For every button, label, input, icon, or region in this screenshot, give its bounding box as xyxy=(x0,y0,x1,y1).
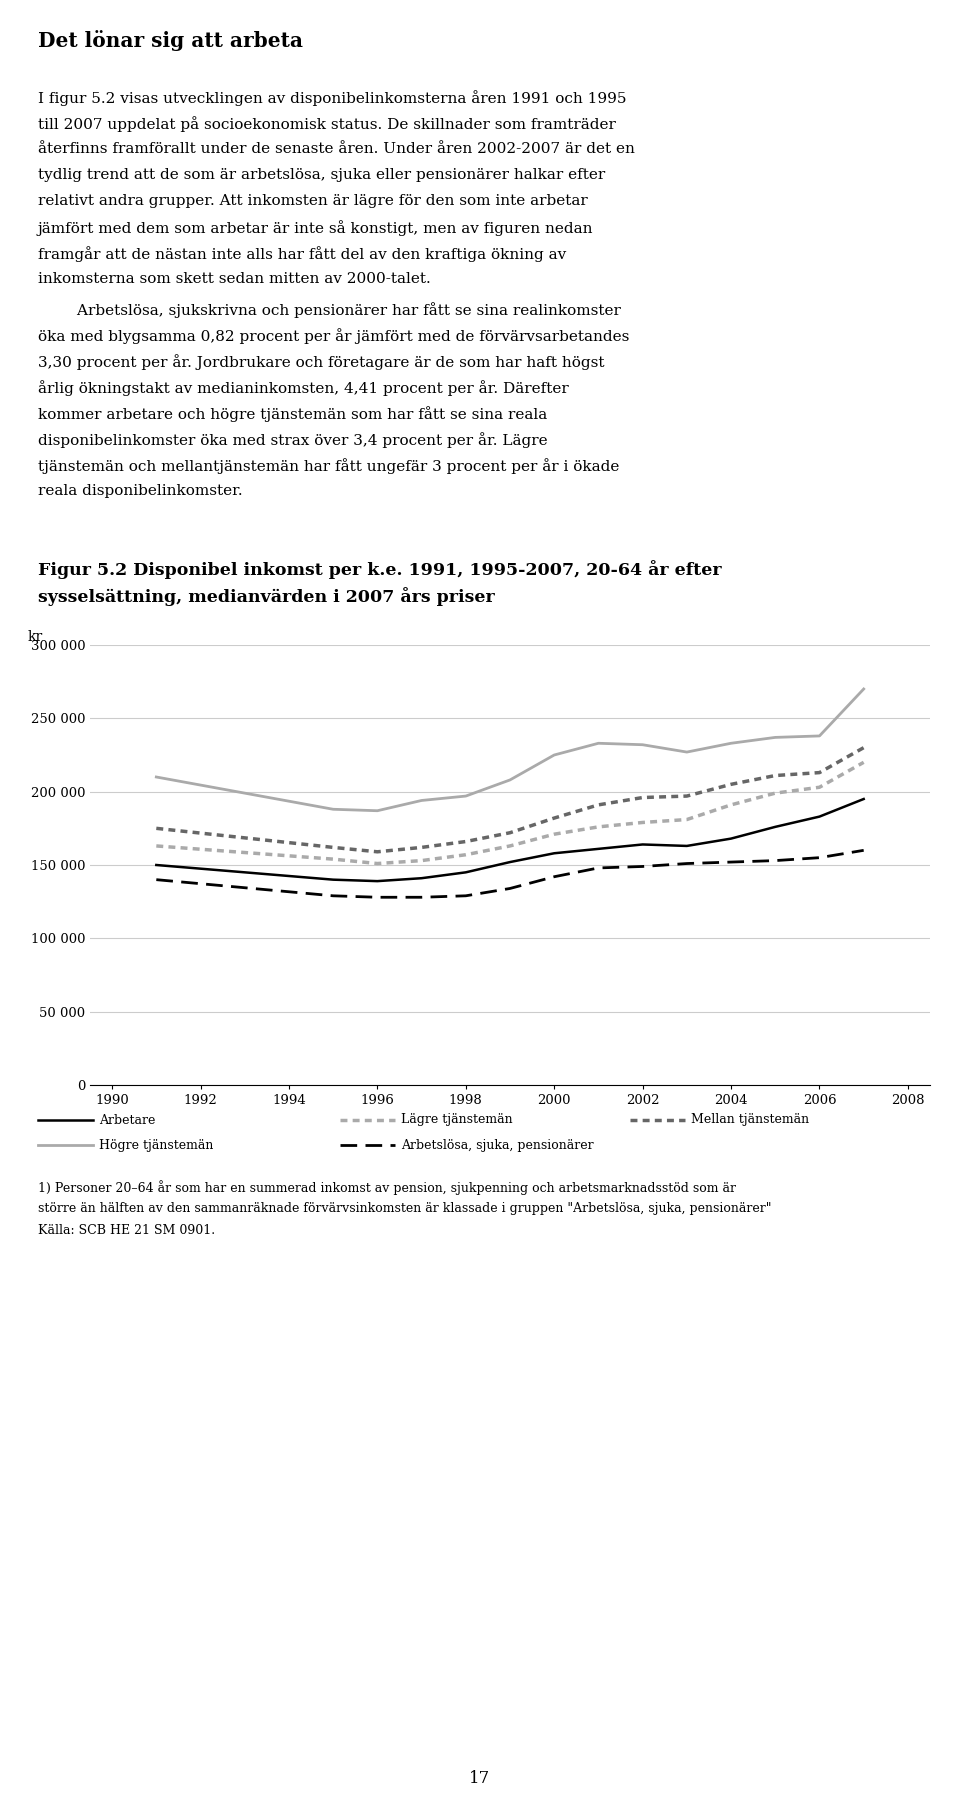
Text: 3,30 procent per år. Jordbrukare och företagare är de som har haft högst: 3,30 procent per år. Jordbrukare och för… xyxy=(38,354,605,370)
Text: Lägre tjänstemän: Lägre tjänstemän xyxy=(401,1113,513,1127)
Text: Högre tjänstemän: Högre tjänstemän xyxy=(99,1138,213,1151)
Text: Det lönar sig att arbeta: Det lönar sig att arbeta xyxy=(38,31,303,50)
Text: reala disponibelinkomster.: reala disponibelinkomster. xyxy=(38,484,243,498)
Text: Figur 5.2 Disponibel inkomst per k.e. 1991, 1995-2007, 20-64 år efter: Figur 5.2 Disponibel inkomst per k.e. 19… xyxy=(38,559,722,579)
Text: Mellan tjänstemän: Mellan tjänstemän xyxy=(691,1113,809,1127)
Text: disponibelinkomster öka med strax över 3,4 procent per år. Lägre: disponibelinkomster öka med strax över 3… xyxy=(38,432,547,448)
Text: till 2007 uppdelat på socioekonomisk status. De skillnader som framträder: till 2007 uppdelat på socioekonomisk sta… xyxy=(38,117,616,131)
Text: 17: 17 xyxy=(469,1769,491,1787)
Text: Arbetslösa, sjuka, pensionärer: Arbetslösa, sjuka, pensionärer xyxy=(401,1138,593,1151)
Text: jämfört med dem som arbetar är inte så konstigt, men av figuren nedan: jämfört med dem som arbetar är inte så k… xyxy=(38,219,593,236)
Text: sysselsättning, medianvärden i 2007 års priser: sysselsättning, medianvärden i 2007 års … xyxy=(38,586,494,606)
Text: Källa: SCB HE 21 SM 0901.: Källa: SCB HE 21 SM 0901. xyxy=(38,1224,215,1237)
Text: framgår att de nästan inte alls har fått del av den kraftiga ökning av: framgår att de nästan inte alls har fått… xyxy=(38,246,566,263)
Text: inkomsterna som skett sedan mitten av 2000-talet.: inkomsterna som skett sedan mitten av 20… xyxy=(38,271,431,286)
Text: större än hälften av den sammanräknade förvärvsinkomsten är klassade i gruppen ": större än hälften av den sammanräknade f… xyxy=(38,1203,772,1215)
Text: tjänstemän och mellantjänstemän har fått ungefär 3 procent per år i ökade: tjänstemän och mellantjänstemän har fått… xyxy=(38,458,619,475)
Text: Arbetslösa, sjukskrivna och pensionärer har fått se sina realinkomster: Arbetslösa, sjukskrivna och pensionärer … xyxy=(38,302,621,318)
Text: öka med blygsamma 0,82 procent per år jämfört med de förvärvsarbetandes: öka med blygsamma 0,82 procent per år jä… xyxy=(38,327,630,343)
Text: tydlig trend att de som är arbetslösa, sjuka eller pensionärer halkar efter: tydlig trend att de som är arbetslösa, s… xyxy=(38,167,605,182)
Text: 1) Personer 20–64 år som har en summerad inkomst av pension, sjukpenning och arb: 1) Personer 20–64 år som har en summerad… xyxy=(38,1179,736,1196)
Text: relativt andra grupper. Att inkomsten är lägre för den som inte arbetar: relativt andra grupper. Att inkomsten är… xyxy=(38,194,588,209)
Text: Arbetare: Arbetare xyxy=(99,1113,156,1127)
Text: I figur 5.2 visas utvecklingen av disponibelinkomsterna åren 1991 och 1995: I figur 5.2 visas utvecklingen av dispon… xyxy=(38,90,627,106)
Text: årlig ökningstakt av medianinkomsten, 4,41 procent per år. Därefter: årlig ökningstakt av medianinkomsten, 4,… xyxy=(38,379,568,396)
Text: kommer arbetare och högre tjänstemän som har fått se sina reala: kommer arbetare och högre tjänstemän som… xyxy=(38,406,547,423)
Text: kr: kr xyxy=(28,629,43,644)
Text: återfinns framförallt under de senaste åren. Under åren 2002-2007 är det en: återfinns framförallt under de senaste å… xyxy=(38,142,635,156)
